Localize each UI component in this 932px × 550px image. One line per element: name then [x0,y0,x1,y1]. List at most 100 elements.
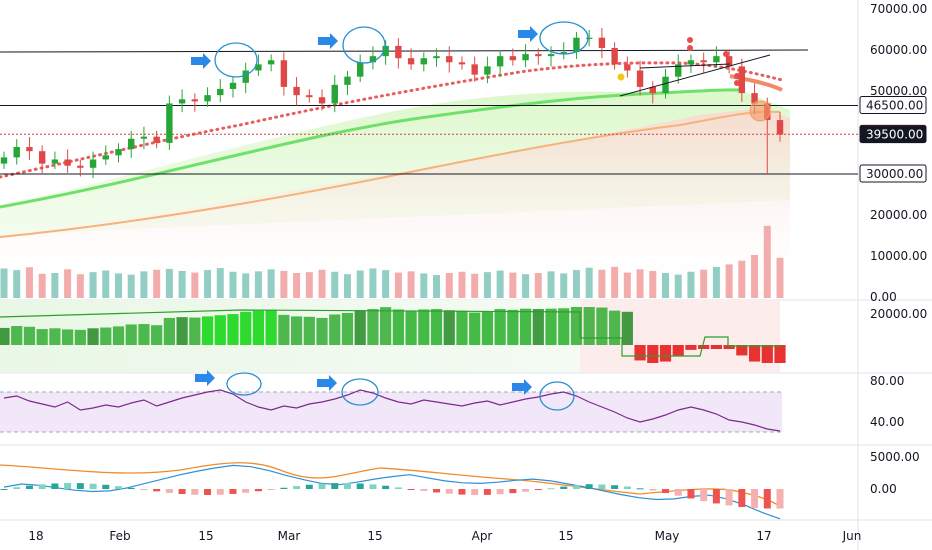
volume-bar [76,274,84,298]
oscillator-bar [507,309,519,345]
hand-circle [214,42,258,78]
volume-bar [204,270,212,298]
volume-bar [305,272,313,298]
arrow-marker [191,53,211,69]
time-axis-tick: 15 [367,529,382,543]
volume-bar [382,270,390,298]
price-axis-tick: 10000.00 [870,249,927,263]
macd-histogram-bar [471,489,479,495]
macd-histogram-bar [153,489,161,492]
price-axis-tick: 70000.00 [870,2,927,16]
macd-histogram-bar [216,489,224,495]
macd-histogram-bar [585,484,593,489]
macd-axis-tick: 0.00 [870,482,897,496]
oscillator-bar [151,325,163,345]
red-dot-marker [723,51,729,57]
macd-histogram-bar [102,484,110,489]
candle-body [331,84,338,104]
macd-histogram-bar [369,484,377,489]
volume-bar [585,267,593,298]
macd-histogram-bar [165,489,173,493]
volume-bar [140,271,148,298]
volume-bar [712,266,720,298]
oscillator-bar [621,311,633,345]
volume-bar [700,269,708,298]
time-axis-tick: 18 [28,529,43,543]
time-axis-tick: Feb [109,529,130,543]
oscillator-bar [443,310,455,345]
volume-bar [254,271,262,298]
price-tag-label: 46500.00 [866,99,923,113]
candle-body [26,147,33,152]
volume-bar [458,271,466,298]
highlight-circle [749,100,771,122]
oscillator-bar [265,309,277,345]
macd-histogram-bar [242,489,250,493]
oscillator-bar [494,309,506,345]
oscillator-bar [558,308,570,345]
macd-histogram-bar [738,489,746,507]
macd-histogram-bar [751,489,759,508]
oscillator-bar [112,326,125,345]
oscillator-bar [672,345,684,356]
candle-body [356,62,364,77]
volume-bar [560,273,568,298]
oscillator-bar [100,327,112,345]
oscillator-bar [329,314,341,345]
candle-body [280,60,288,87]
price-tag-label: 39500.00 [866,128,923,142]
candle-body [496,56,504,67]
macd-histogram-bar [572,485,580,489]
candle-body [598,37,606,48]
candle-body [242,70,249,83]
time-axis-tick: 15 [558,529,573,543]
hand-circle [539,381,575,411]
orange-ma-line [0,110,781,238]
candle-body [0,157,8,164]
candle-body [624,64,631,71]
candle-body [420,58,428,65]
volume-bars [0,225,784,298]
candle-body [675,64,682,77]
volume-bar [153,269,161,298]
macd-histogram-bar [649,489,657,491]
oscillator-bar [710,345,722,349]
yellow-dot-marker [617,73,625,81]
arrow-marker [512,379,532,395]
candle-body [153,136,160,143]
oscillator-bar [49,328,61,345]
volume-bar [509,272,517,298]
macd-histogram-bar [51,483,59,489]
volume-bar [191,272,199,298]
candle-body [369,56,377,63]
macd-histogram-bar [191,489,199,495]
volume-bar [13,270,21,298]
rsi-panel [0,370,782,433]
oscillator-bar [367,309,379,345]
oscillator-bar [774,345,786,363]
candle-body [77,165,84,168]
macd-histogram-bar [331,483,339,489]
candle-body [128,138,135,150]
macd-histogram-bar [13,487,21,489]
candle-body [471,64,478,75]
price-tag-label: 30000.00 [866,167,923,181]
macd-histogram-bar [445,489,453,494]
oscillator-bar [545,308,557,345]
volume-bar [331,271,339,298]
candle-body [191,99,199,102]
macd-histogram-bar [712,489,720,504]
candle-body [38,151,46,164]
oscillator-bar [609,310,621,345]
volume-bar [687,271,695,298]
volume-bar [522,274,530,298]
volume-bar [356,270,364,298]
oscillator-bar [341,312,354,345]
macd-histogram-bar [127,487,135,489]
oscillator-bar [456,310,468,345]
macd-histogram-bar [662,489,670,494]
volume-bar [547,271,555,298]
candle-body [636,70,644,87]
volume-bar [662,272,670,298]
candle-body [713,56,720,63]
